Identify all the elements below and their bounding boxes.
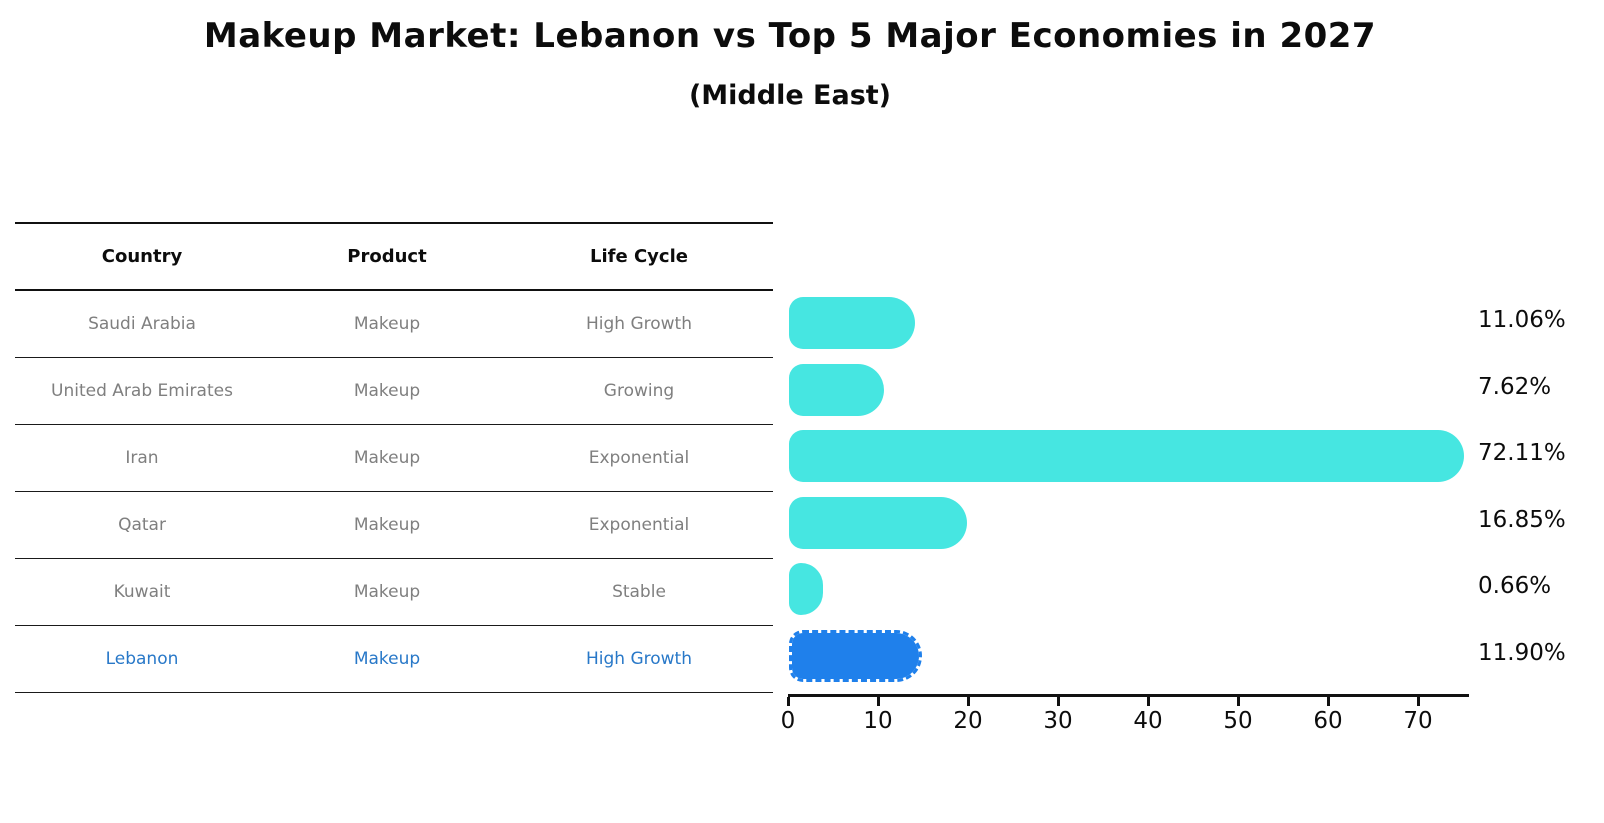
x-axis-tick-label: 30	[1043, 708, 1073, 734]
cell-life-cycle: High Growth	[585, 314, 692, 334]
bar-saudi-arabia	[789, 297, 915, 349]
table-row-lebanon-highlighted: Lebanon Makeup High Growth	[15, 626, 773, 693]
x-axis-tick	[967, 697, 970, 706]
cell-life-cycle: High Growth	[585, 649, 692, 669]
cell-country: Qatar	[118, 515, 166, 535]
bar-iran	[789, 430, 1464, 482]
table-row-iran: Iran Makeup Exponential	[15, 425, 773, 492]
table-header-country: Country	[101, 246, 183, 267]
cell-life-cycle: Exponential	[588, 448, 690, 468]
cell-country: Lebanon	[105, 649, 179, 669]
table-row-saudi-arabia: Saudi Arabia Makeup High Growth	[15, 291, 773, 358]
table-row-kuwait: Kuwait Makeup Stable	[15, 559, 773, 626]
cell-product: Makeup	[353, 582, 421, 602]
cell-life-cycle: Stable	[612, 582, 666, 602]
x-axis-tick	[1327, 697, 1330, 706]
value-label-kuwait: 0.66%	[1478, 573, 1552, 599]
summary-table: Country Product Life Cycle Saudi Arabia …	[15, 222, 773, 693]
cell-product: Makeup	[353, 515, 421, 535]
x-axis-spine	[788, 694, 1469, 697]
table-header-product: Product	[347, 246, 427, 267]
x-axis-tick-label: 60	[1313, 708, 1343, 734]
x-axis-tick-label: 0	[780, 708, 796, 734]
chart-title: Makeup Market: Lebanon vs Top 5 Major Ec…	[203, 16, 1377, 56]
value-label-lebanon: 11.90%	[1478, 640, 1566, 666]
value-label-qatar: 16.85%	[1478, 507, 1566, 533]
table-header-row: Country Product Life Cycle	[15, 224, 773, 291]
bar-lebanon	[789, 630, 922, 682]
cell-product: Makeup	[353, 448, 421, 468]
table-row-qatar: Qatar Makeup Exponential	[15, 492, 773, 559]
x-axis-tick	[1057, 697, 1060, 706]
bar-qatar	[789, 497, 967, 549]
value-label-saudi-arabia: 11.06%	[1478, 307, 1566, 333]
x-axis-tick-label: 70	[1403, 708, 1433, 734]
cell-country: Iran	[125, 448, 159, 468]
x-axis-tick-label: 10	[863, 708, 893, 734]
x-axis-tick	[1147, 697, 1150, 706]
table-row-united-arab-emirates: United Arab Emirates Makeup Growing	[15, 358, 773, 425]
cell-country: United Arab Emirates	[51, 381, 233, 401]
bar-kuwait	[789, 563, 823, 615]
x-axis-tick	[1237, 697, 1240, 706]
cell-product: Makeup	[353, 314, 421, 334]
cell-product: Makeup	[353, 649, 421, 669]
x-axis-tick-label: 40	[1133, 708, 1163, 734]
x-axis-tick-label: 50	[1223, 708, 1253, 734]
cell-life-cycle: Growing	[603, 381, 675, 401]
cell-life-cycle: Exponential	[588, 515, 690, 535]
value-label-iran: 72.11%	[1478, 440, 1566, 466]
x-axis-tick	[1417, 697, 1420, 706]
x-axis-tick	[877, 697, 880, 706]
cell-product: Makeup	[353, 381, 421, 401]
table-header-life-cycle: Life Cycle	[590, 246, 688, 267]
x-axis-tick-label: 20	[953, 708, 983, 734]
x-axis-tick	[787, 697, 790, 706]
bar-united-arab-emirates	[789, 364, 884, 416]
chart-subtitle: (Middle East)	[688, 80, 892, 111]
value-label-united-arab-emirates: 7.62%	[1478, 374, 1552, 400]
cell-country: Kuwait	[113, 582, 171, 602]
cell-country: Saudi Arabia	[88, 314, 196, 334]
